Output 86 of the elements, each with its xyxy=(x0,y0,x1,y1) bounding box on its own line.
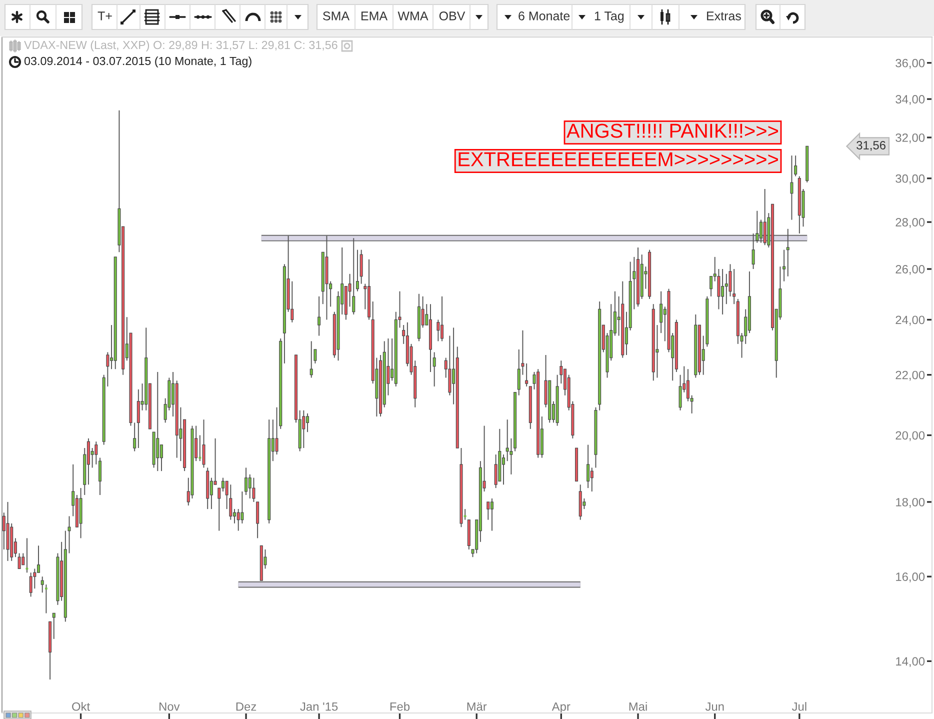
y-tick-label: 24,00 xyxy=(896,316,925,326)
candlestick xyxy=(68,516,71,554)
candlestick xyxy=(302,410,306,448)
candlestick xyxy=(22,552,25,566)
candlestick xyxy=(236,508,240,532)
candlestick xyxy=(724,273,728,305)
candlestick xyxy=(252,477,256,502)
candlestick xyxy=(502,454,506,486)
candlestick xyxy=(440,296,444,342)
candlestick xyxy=(586,444,590,489)
candlestick xyxy=(759,219,762,244)
text: EMA xyxy=(361,12,388,20)
y-tick-label: 32,00 xyxy=(896,133,925,144)
x-tick-label: Dez xyxy=(236,702,256,711)
candlestick xyxy=(18,552,21,570)
candlestick xyxy=(732,268,736,305)
candlestick xyxy=(248,474,252,499)
candlestick xyxy=(436,319,440,342)
candlestick xyxy=(490,498,494,532)
candlestick xyxy=(525,362,528,387)
candlestick xyxy=(360,249,363,284)
text: Extras xyxy=(707,12,741,20)
candlestick xyxy=(432,352,436,387)
annotation: ANGST!!!!! PANIK!!!>>> xyxy=(566,124,778,138)
candlestick xyxy=(790,155,794,220)
text: 1 Tag xyxy=(594,12,624,23)
candlestick xyxy=(202,419,206,468)
x-tick-label: Jan '15 xyxy=(300,702,338,711)
candlestick xyxy=(29,572,32,598)
candlestick xyxy=(352,238,356,315)
candlestick xyxy=(98,457,102,496)
candlestick xyxy=(786,228,790,277)
candlestick xyxy=(448,335,452,396)
candlestick xyxy=(763,188,766,246)
y-tick-label: 28,00 xyxy=(896,218,925,228)
x-tick-label: Mai xyxy=(629,702,647,711)
y-tick-label: 16,00 xyxy=(896,572,925,582)
candlestick xyxy=(486,501,490,520)
candlestick xyxy=(2,512,6,550)
candlestick xyxy=(660,290,663,334)
candlestick xyxy=(94,441,98,465)
y-tick-label: 14,00 xyxy=(896,657,925,668)
candlestick xyxy=(590,467,594,492)
y-tick-label: 22,00 xyxy=(896,370,925,381)
candlestick xyxy=(306,412,310,433)
text: 6 Monate xyxy=(518,12,570,20)
candlestick xyxy=(37,545,40,574)
x-tick-label: Mär xyxy=(467,702,487,711)
x-tick-label: Apr xyxy=(552,702,570,714)
text: SMA xyxy=(323,12,350,20)
y-tick-label: 36,00 xyxy=(896,58,925,69)
candlestick xyxy=(52,612,56,640)
x-tick-label: Okt xyxy=(72,702,90,711)
candlestick xyxy=(686,368,690,402)
text: OBV xyxy=(439,12,466,20)
x-tick-label: Jul xyxy=(792,702,806,711)
x-tick-label: Jun xyxy=(705,702,724,711)
y-tick-label: 20,00 xyxy=(896,431,925,442)
x-tick-label: Feb xyxy=(390,702,410,711)
text: 31,56 xyxy=(856,140,886,151)
candlestick xyxy=(794,155,798,177)
candlestick xyxy=(752,232,755,270)
text: T+ xyxy=(98,12,112,20)
candlestick xyxy=(494,454,498,489)
text: 03.09.2014 - 03.07.2015 (10 Monate, 1 Tag) xyxy=(24,56,252,68)
candlestick xyxy=(156,371,160,472)
text: WMA xyxy=(398,12,428,20)
candlestick xyxy=(86,438,90,486)
candlestick xyxy=(356,249,359,292)
y-tick-label: 18,00 xyxy=(896,498,925,508)
annotation: EXTREEEEEEEEEEEM>>>>>>>>> xyxy=(458,152,778,166)
candlestick xyxy=(310,340,313,378)
candlestick xyxy=(782,249,786,282)
candlestick xyxy=(229,484,232,520)
chart-title: VDAX-NEW (Last, XXP) O: 29,89 H: 31,57 L: 29,81 C: 31,56 xyxy=(24,40,338,52)
y-tick-label: 30,00 xyxy=(896,174,925,184)
candlestick xyxy=(721,268,724,315)
y-tick-label: 26,00 xyxy=(896,265,925,275)
candlestick xyxy=(318,296,321,336)
candlestick xyxy=(244,467,248,496)
x-tick-label: Nov xyxy=(160,702,180,711)
y-tick-label: 34,00 xyxy=(896,95,925,105)
candlestick xyxy=(710,276,713,297)
candlestick xyxy=(136,388,140,448)
candlestick xyxy=(240,491,244,524)
candlestick xyxy=(256,501,260,539)
